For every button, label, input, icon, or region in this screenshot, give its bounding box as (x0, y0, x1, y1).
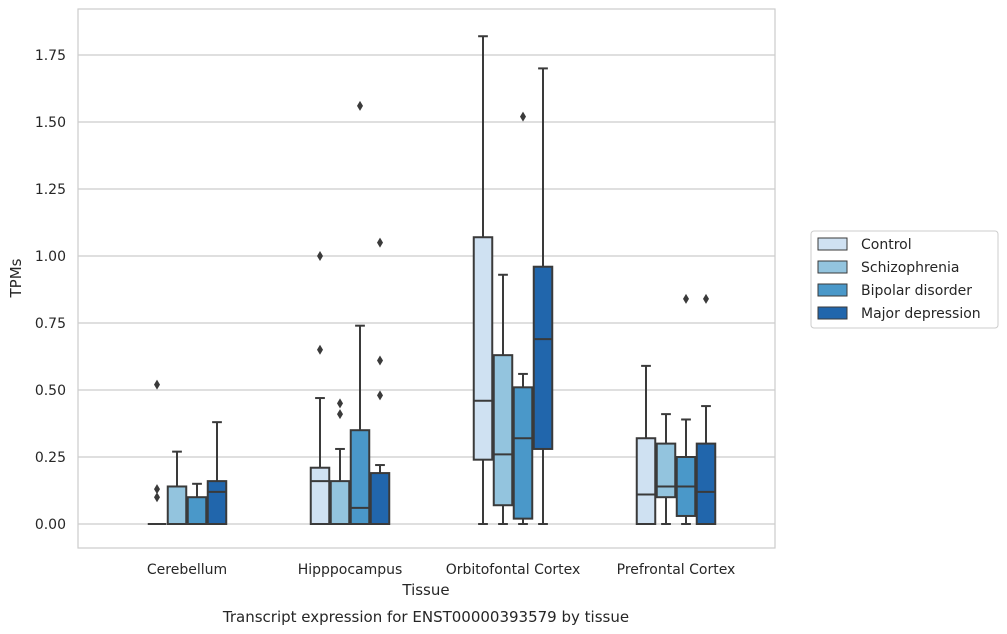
box-schizophrenia (492, 273, 514, 525)
legend: Control Schizophrenia Bipolar disorder Majo… (810, 230, 999, 329)
box-iqr (532, 265, 554, 450)
outlier-point (377, 355, 383, 366)
x-tick-label: Hipppocampus (298, 562, 403, 578)
outlier-point (377, 390, 383, 401)
outlier-point (357, 100, 363, 111)
box-schizophrenia (166, 450, 188, 526)
legend-swatch (817, 306, 848, 320)
box-major-depression (532, 67, 554, 525)
chart-caption: Transcript expression for ENST0000039357… (222, 608, 629, 626)
x-axis-label: Tissue (401, 581, 449, 599)
box-iqr (369, 472, 391, 525)
y-tick-label: 0.25 (35, 450, 66, 466)
y-tick-label: 0.50 (35, 383, 66, 399)
x-tick-labels: Cerebellum Hipppocampus Orbitofontal Corte… (147, 562, 735, 578)
box-iqr (349, 429, 371, 526)
box-control (472, 35, 494, 525)
outlier-point (154, 484, 160, 495)
legend-swatch (817, 283, 848, 297)
box-iqr (695, 442, 717, 526)
legend-label: Major depression (861, 306, 981, 322)
legend-frame (810, 230, 999, 329)
box-major-depression (369, 237, 391, 525)
box-major-depression (695, 293, 717, 526)
legend-swatch (817, 260, 848, 274)
box-iqr (492, 354, 514, 507)
outlier-point (683, 293, 689, 304)
outlier-point (317, 251, 323, 261)
box-bipolar-disorder (512, 111, 534, 525)
legend-swatch (817, 237, 848, 251)
y-axis-label: TPMs (7, 258, 25, 298)
box-schizophrenia (329, 398, 351, 525)
box-iqr (512, 386, 534, 520)
y-tick-labels: 0.00 0.25 0.50 0.75 1.00 1.25 1.50 1.75 (35, 48, 66, 533)
y-tick-label: 1.25 (35, 182, 66, 198)
legend-label: Control (861, 237, 912, 253)
box-iqr (166, 485, 188, 526)
box-bipolar-disorder (349, 100, 371, 526)
box-iqr (655, 442, 677, 499)
x-tick-label: Cerebellum (147, 562, 227, 578)
outlier-point (154, 492, 160, 503)
x-tick-label: Orbitofontal Cortex (446, 562, 581, 578)
box-schizophrenia (655, 413, 677, 525)
y-tick-label: 1.50 (35, 115, 66, 131)
outlier-point (154, 379, 160, 390)
outlier-point (703, 293, 709, 304)
box-iqr (329, 480, 351, 525)
boxes (147, 35, 717, 526)
outlier-point (317, 344, 323, 355)
box-iqr (472, 236, 494, 461)
box-iqr (186, 496, 208, 526)
box-major-depression (206, 421, 228, 525)
outlier-point (520, 111, 526, 122)
y-tick-label: 0.75 (35, 316, 66, 332)
legend-label: Bipolar disorder (861, 283, 972, 299)
legend-label: Schizophrenia (861, 260, 959, 276)
outlier-point (377, 237, 383, 248)
box-iqr (206, 480, 228, 525)
box-bipolar-disorder (675, 293, 697, 525)
box-control (635, 364, 657, 525)
outlier-point (337, 409, 343, 420)
y-tick-label: 0.00 (35, 517, 66, 533)
box-control (147, 379, 167, 525)
box-bipolar-disorder (186, 482, 208, 526)
y-tick-label: 1.75 (35, 48, 66, 64)
x-tick-label: Prefrontal Cortex (617, 562, 736, 578)
outlier-point (337, 398, 343, 409)
y-tick-label: 1.00 (35, 249, 66, 265)
box-iqr (309, 466, 331, 525)
box-iqr (635, 437, 657, 525)
box-control (309, 251, 331, 525)
